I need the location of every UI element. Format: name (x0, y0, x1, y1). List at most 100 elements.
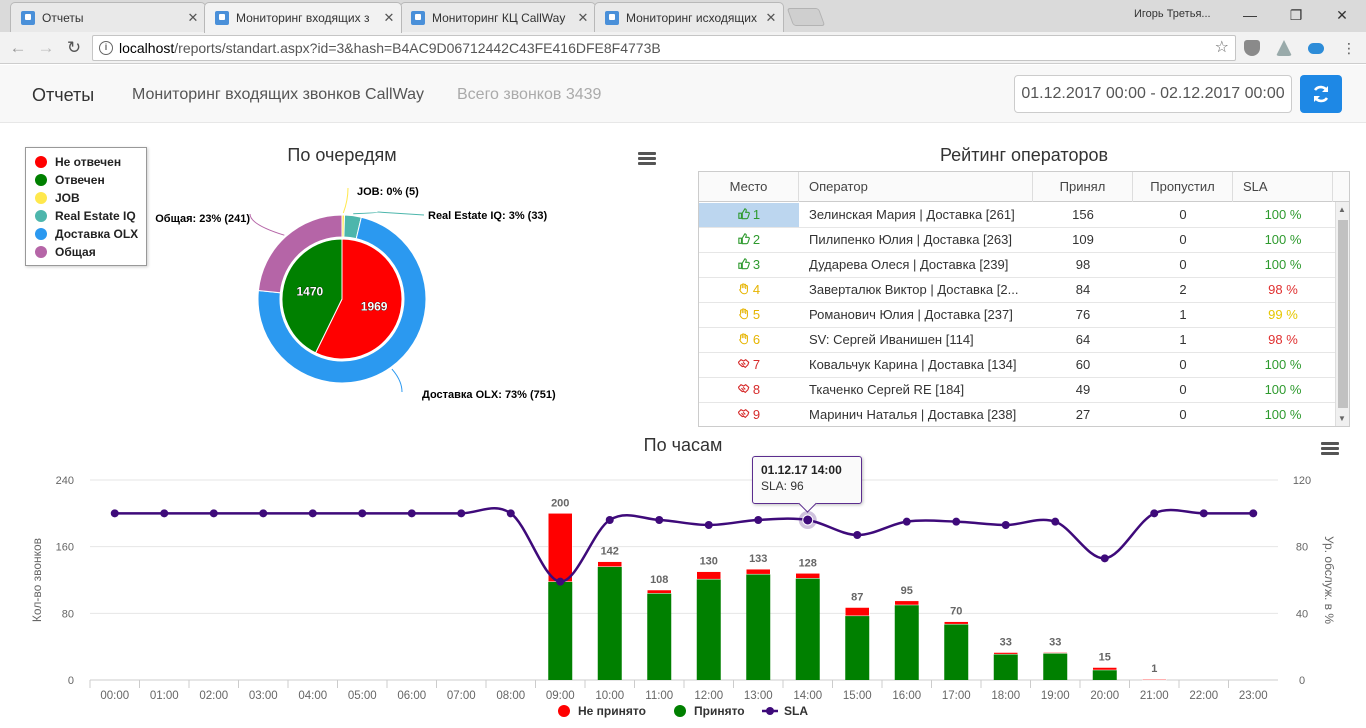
bar-missed[interactable] (1092, 667, 1117, 671)
bar-missed[interactable] (993, 652, 1018, 655)
bar-missed[interactable] (548, 513, 573, 582)
bar-accepted[interactable] (647, 593, 672, 680)
reload-icon[interactable]: ↻ (66, 38, 82, 57)
sla-point[interactable] (259, 509, 268, 518)
legend-item-unanswered[interactable]: Не отвечен (35, 153, 146, 171)
legend-item-delivery-olx[interactable]: Доставка OLX (35, 225, 146, 243)
sla-point[interactable] (110, 509, 119, 518)
sla-point[interactable] (209, 509, 218, 518)
table-row[interactable]: 5 Романович Юлия | Доставка [237] 76 1 99 % (699, 303, 1335, 328)
sla-point[interactable] (754, 516, 763, 524)
bookmark-star-icon[interactable]: ☆ (1214, 39, 1229, 56)
bar-accepted[interactable] (696, 579, 721, 680)
new-tab-button[interactable] (786, 8, 826, 26)
date-range-input[interactable]: 01.12.2017 00:00 - 02.12.2017 00:00 (1014, 75, 1292, 113)
maximize-icon[interactable]: ❐ (1289, 7, 1303, 23)
table-row[interactable]: 4 Заверталюк Виктор | Доставка [2... 84 2 98… (699, 278, 1335, 303)
sla-point[interactable] (407, 509, 416, 518)
table-row[interactable]: 1 Зелинская Мария | Доставка [261] 156 0 100… (699, 203, 1335, 228)
bar-accepted[interactable] (597, 566, 622, 680)
sla-point[interactable] (457, 509, 466, 518)
sla-point[interactable] (802, 514, 814, 526)
sla-point[interactable] (655, 516, 664, 524)
column-header-operator[interactable]: Оператор (799, 172, 1033, 202)
legend-item-missed[interactable]: Не принято (558, 704, 646, 718)
bar-missed[interactable] (647, 589, 672, 594)
sla-point[interactable] (605, 516, 614, 524)
pie-slice-unanswered[interactable] (314, 238, 403, 360)
shield-extension-icon[interactable] (1244, 40, 1260, 56)
column-header-accepted[interactable]: Принял (1033, 172, 1133, 202)
sla-point[interactable] (853, 531, 862, 539)
sla-point[interactable] (556, 577, 565, 586)
refresh-button[interactable] (1300, 75, 1342, 113)
browser-tab-outgoing-monitoring[interactable]: Мониторинг исходящих ✕ (594, 2, 784, 32)
browser-tab-reports[interactable]: Отчеты ✕ (10, 2, 206, 32)
close-icon[interactable]: ✕ (765, 9, 777, 25)
sla-point[interactable] (358, 509, 367, 518)
sla-point[interactable] (1199, 509, 1208, 518)
legend-item-real-estate-iq[interactable]: Real Estate IQ (35, 207, 146, 225)
bar-missed[interactable] (597, 561, 622, 567)
sla-point[interactable] (704, 521, 713, 529)
column-header-missed[interactable]: Пропустил (1133, 172, 1233, 202)
bar-accepted[interactable] (1092, 670, 1117, 680)
drive-extension-icon[interactable] (1276, 40, 1292, 56)
forward-arrow-icon[interactable]: → (37, 38, 55, 57)
browser-tab-incoming-monitoring[interactable]: Мониторинг входящих з ✕ (204, 2, 402, 33)
bar-missed[interactable] (1043, 652, 1068, 654)
column-header-sla[interactable]: SLA (1233, 172, 1333, 202)
bar-missed[interactable] (795, 573, 820, 579)
back-arrow-icon[interactable]: ← (9, 38, 27, 57)
table-row[interactable]: 3 Дударева Олеся | Доставка [239] 98 0 100 % (699, 253, 1335, 278)
bar-accepted[interactable] (993, 654, 1018, 680)
legend-item-answered[interactable]: Отвечен (35, 171, 146, 189)
pie-slice-general[interactable] (257, 214, 343, 294)
sla-point[interactable] (1051, 517, 1060, 526)
cloud-extension-icon[interactable] (1308, 43, 1324, 54)
sla-point[interactable] (1249, 509, 1258, 518)
table-row[interactable]: 6 SV: Сергей Иванишен [114] 64 1 98 % (699, 328, 1335, 353)
sla-point[interactable] (160, 509, 169, 518)
minimize-icon[interactable]: — (1243, 7, 1257, 23)
close-icon[interactable]: ✕ (577, 9, 589, 25)
scroll-up-icon[interactable]: ▲ (1338, 205, 1346, 214)
sla-point[interactable] (1001, 521, 1010, 529)
bar-accepted[interactable] (845, 615, 870, 680)
sla-point[interactable] (506, 509, 515, 518)
hourly-export-menu-icon[interactable] (1321, 442, 1339, 456)
bar-accepted[interactable] (548, 581, 573, 680)
bar-missed[interactable] (1142, 678, 1167, 681)
table-row[interactable]: 7 Ковальчук Карина | Доставка [134] 60 0 100… (699, 353, 1335, 378)
info-icon[interactable]: i (99, 41, 113, 55)
bar-missed[interactable] (696, 571, 721, 580)
bar-missed[interactable] (894, 600, 919, 606)
close-icon[interactable]: ✕ (187, 9, 199, 25)
bar-missed[interactable] (944, 621, 969, 625)
sla-line[interactable] (114, 507, 1254, 583)
bar-missed[interactable] (845, 607, 870, 617)
column-header-place[interactable]: Место (699, 172, 799, 202)
legend-item-general[interactable]: Общая (35, 243, 146, 261)
bar-accepted[interactable] (746, 574, 771, 680)
url-input[interactable]: i localhost/reports/standart.aspx?id=3&h… (92, 35, 1236, 61)
close-icon[interactable]: ✕ (383, 10, 395, 25)
legend-item-sla[interactable]: SLA (762, 704, 808, 718)
bar-accepted[interactable] (894, 605, 919, 680)
bar-accepted[interactable] (944, 624, 969, 680)
bar-accepted[interactable] (795, 578, 820, 680)
window-close-icon[interactable]: ✕ (1336, 7, 1348, 23)
table-scrollbar[interactable]: ▲ ▼ (1335, 202, 1349, 426)
pie-export-menu-icon[interactable] (638, 152, 656, 166)
table-row[interactable]: 8 Ткаченко Сергей RE [184] 49 0 100 % (699, 378, 1335, 403)
sla-point[interactable] (902, 517, 911, 526)
pie-slice-answered[interactable] (281, 238, 343, 354)
scroll-down-icon[interactable]: ▼ (1338, 414, 1346, 423)
browser-menu-icon[interactable]: ⋮ (1342, 40, 1356, 56)
profile-name[interactable]: Игорь Третья... (1134, 8, 1211, 20)
browser-tab-callcenter-monitoring[interactable]: Мониторинг КЦ CallWay ✕ (400, 2, 596, 32)
table-row[interactable]: 9 Маринич Наталья | Доставка [238] 27 0 100 … (699, 403, 1335, 426)
table-row[interactable]: 2 Пилипенко Юлия | Доставка [263] 109 0 100 … (699, 228, 1335, 253)
legend-item-accepted[interactable]: Принято (674, 704, 745, 718)
scrollbar-thumb[interactable] (1338, 220, 1348, 408)
